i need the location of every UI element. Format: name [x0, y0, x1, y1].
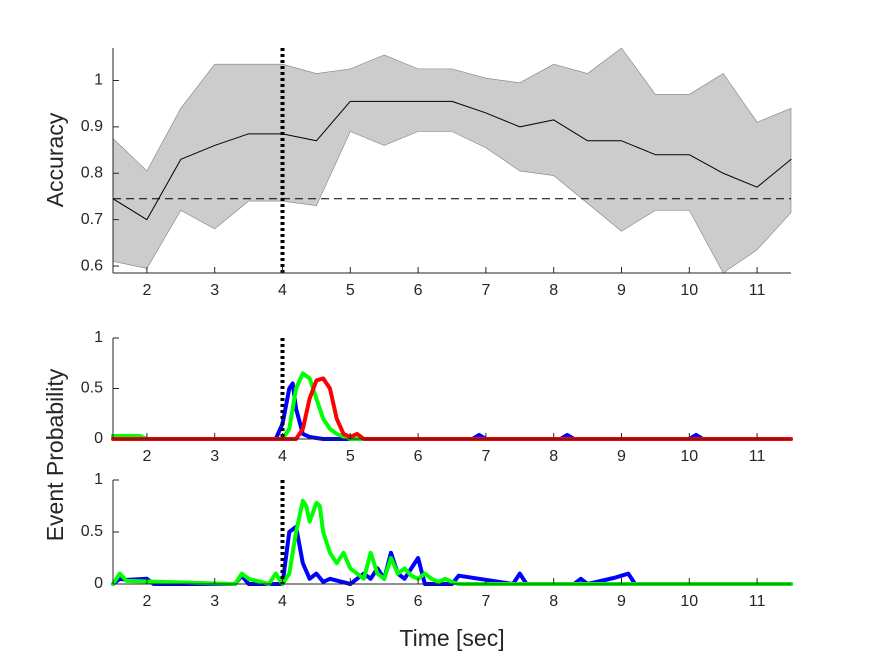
- x-tick-label: 4: [278, 448, 287, 465]
- series-line: [111, 371, 793, 441]
- y-tick-label: 0.5: [81, 523, 103, 540]
- series-line: [111, 381, 793, 441]
- x-tick-label: 8: [549, 448, 558, 465]
- x-tick-label: 3: [210, 593, 219, 610]
- y-tick-label: 1: [94, 329, 103, 346]
- x-tick-label: 8: [549, 282, 558, 299]
- x-tick-label: 2: [142, 282, 151, 299]
- x-tick-label: 9: [617, 593, 626, 610]
- x-tick-label: 7: [481, 593, 490, 610]
- y-tick-label: 0.7: [81, 211, 103, 228]
- y-tick-label: 0: [94, 575, 103, 592]
- x-tick-label: 7: [481, 448, 490, 465]
- x-tick-label: 6: [414, 448, 423, 465]
- series-line: [111, 498, 793, 586]
- x-tick-label: 2: [142, 593, 151, 610]
- x-tick-label: 9: [617, 448, 626, 465]
- x-tick-label: 11: [749, 593, 766, 610]
- x-tick-label: 4: [278, 593, 287, 610]
- x-tick-label: 3: [210, 282, 219, 299]
- x-tick-label: 8: [549, 593, 558, 610]
- x-tick-label: 10: [680, 282, 698, 299]
- x-tick-label: 9: [617, 282, 626, 299]
- y-tick-label: 0.8: [81, 164, 103, 181]
- y-tick-label: 0.9: [81, 118, 103, 135]
- series-line: [111, 524, 793, 586]
- y-tick-label: 1: [94, 471, 103, 488]
- x-tick-label: 6: [414, 282, 423, 299]
- x-tick-label: 5: [346, 448, 355, 465]
- x-tick-label: 3: [210, 448, 219, 465]
- y-tick-label: 0: [94, 430, 103, 447]
- y-tick-label: 1: [94, 72, 103, 89]
- x-tick-label: 10: [680, 593, 698, 610]
- x-tick-label: 10: [680, 448, 698, 465]
- y-axis-label: Accuracy: [42, 112, 68, 207]
- y-tick-label: 0.5: [81, 380, 103, 397]
- series-line: [112, 100, 792, 221]
- x-tick-label: 5: [346, 593, 355, 610]
- y-axis-label: Event Probability: [42, 368, 68, 541]
- x-tick-label: 7: [481, 282, 490, 299]
- x-tick-label: 2: [142, 448, 151, 465]
- y-tick-label: 0.6: [81, 257, 103, 274]
- x-tick-label: 4: [278, 282, 287, 299]
- x-tick-label: 6: [414, 593, 423, 610]
- x-tick-label: 11: [749, 282, 766, 299]
- confidence-band: [112, 47, 792, 274]
- x-tick-label: 5: [346, 282, 355, 299]
- x-axis-label: Time [sec]: [399, 625, 504, 651]
- x-tick-label: 11: [749, 448, 766, 465]
- series-line: [111, 376, 793, 441]
